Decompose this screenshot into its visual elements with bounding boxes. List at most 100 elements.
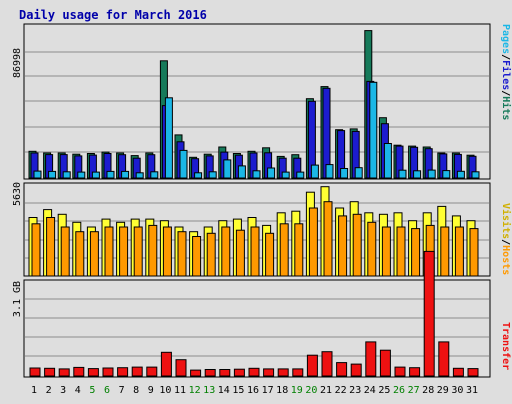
- transfer-bar-day-16: [248, 367, 260, 377]
- visits-hosts-legend: Visits/Hosts: [500, 203, 512, 275]
- hosts-bar-day-24: [367, 221, 377, 277]
- legend-hits: Hits: [500, 96, 512, 120]
- x-tick-label-day-11: 11: [174, 385, 186, 396]
- hosts-bar-day-26: [396, 226, 406, 277]
- pages-bar-day-31: [471, 171, 480, 179]
- hosts-bar-day-2: [46, 217, 56, 277]
- pages-bar-day-28: [427, 169, 436, 179]
- x-tick-label-day-27: 27: [408, 385, 420, 396]
- pages-bar-day-21: [325, 164, 334, 179]
- visits-scale-label: 5630: [12, 182, 23, 206]
- transfer-bar-day-13: [204, 369, 216, 377]
- pages-bar-day-29: [442, 170, 451, 179]
- legend-separator-1: /: [500, 54, 511, 60]
- pages-bar-day-23: [354, 167, 363, 179]
- hosts-bar-day-14: [221, 226, 231, 277]
- x-tick-label-day-13: 13: [203, 385, 215, 396]
- x-tick-label-day-16: 16: [247, 385, 259, 396]
- hosts-bar-day-7: [119, 226, 129, 277]
- legend-visits: Visits: [500, 203, 512, 239]
- transfer-bar-day-24: [365, 341, 377, 377]
- hosts-bar-day-21: [323, 201, 333, 277]
- x-axis-labels: 1 2 3 4 5 6 7 8 9 10 11 12 13 14 15 16 17 18 19 20 21 22 23 24 2…: [31, 385, 478, 396]
- pages-bar-day-9: [150, 171, 159, 179]
- transfer-bar-day-3: [58, 368, 70, 377]
- hosts-bar-day-25: [381, 226, 391, 277]
- legend-transfer: Transfer: [500, 322, 511, 370]
- pages-bar-day-7: [121, 170, 130, 179]
- x-tick-label-day-29: 29: [437, 385, 449, 396]
- pages-bar-day-14: [223, 159, 232, 179]
- transfer-scale-label: 3.1 GB: [12, 281, 23, 317]
- hosts-bar-day-17: [265, 232, 275, 277]
- hosts-bar-day-19: [294, 223, 304, 277]
- x-tick-label-day-12: 12: [189, 385, 201, 396]
- legend-separator-2: /: [500, 90, 511, 96]
- transfer-bar-day-12: [190, 369, 202, 377]
- x-tick-label-day-5: 5: [89, 385, 95, 396]
- transfer-bar-day-1: [29, 367, 41, 377]
- hosts-bar-day-3: [60, 226, 70, 277]
- hosts-bar-day-29: [440, 226, 450, 277]
- x-tick-label-day-31: 31: [466, 385, 478, 396]
- x-tick-label-day-7: 7: [119, 385, 125, 396]
- transfer-bar-day-15: [233, 368, 245, 377]
- x-tick-label-day-14: 14: [218, 385, 230, 396]
- transfer-bar-day-9: [146, 366, 158, 377]
- x-tick-label-day-6: 6: [104, 385, 110, 396]
- hosts-bar-day-13: [206, 232, 216, 277]
- transfer-panel: [23, 279, 491, 378]
- transfer-bar-day-27: [409, 367, 421, 377]
- pages-bar-day-22: [340, 168, 349, 179]
- hosts-bar-day-9: [148, 224, 158, 277]
- x-tick-label-day-22: 22: [335, 385, 347, 396]
- chart-title: Daily usage for March 2016: [19, 8, 207, 22]
- pages-bar-day-13: [208, 171, 217, 179]
- hits-scale-label: 86998: [12, 48, 23, 78]
- transfer-bar-day-10: [160, 351, 172, 377]
- pages-bar-day-25: [383, 143, 392, 179]
- x-tick-label-day-4: 4: [75, 385, 81, 396]
- x-tick-label-day-25: 25: [378, 385, 390, 396]
- hosts-bar-day-15: [235, 229, 245, 277]
- pages-bar-day-30: [456, 170, 465, 179]
- grid-lines: [25, 51, 489, 357]
- hosts-bar-day-6: [104, 226, 114, 277]
- transfer-bar-day-14: [219, 369, 231, 377]
- transfer-bar-day-30: [452, 367, 464, 377]
- pages-bar-day-20: [310, 164, 319, 179]
- hosts-bar-day-20: [308, 207, 318, 277]
- hosts-bar-day-1: [31, 223, 41, 277]
- x-tick-label-day-23: 23: [349, 385, 361, 396]
- x-tick-label-day-8: 8: [133, 385, 139, 396]
- x-tick-label-day-28: 28: [422, 385, 434, 396]
- pages-bar-day-8: [135, 172, 144, 179]
- x-tick-label-day-2: 2: [46, 385, 52, 396]
- transfer-bar-day-26: [394, 366, 406, 377]
- x-tick-label-day-3: 3: [60, 385, 66, 396]
- hosts-bar-day-22: [338, 215, 348, 277]
- transfer-bar-day-23: [350, 363, 362, 377]
- pages-bar-day-19: [296, 171, 305, 179]
- hosts-bar-day-12: [192, 236, 202, 277]
- legend-separator-3: /: [500, 239, 511, 245]
- pages-bar-day-12: [194, 172, 203, 179]
- bars: [28, 30, 480, 377]
- pages-bar-day-3: [62, 171, 71, 179]
- x-tick-label-day-20: 20: [305, 385, 317, 396]
- pages-bar-day-5: [91, 171, 100, 179]
- x-tick-label-day-24: 24: [364, 385, 376, 396]
- x-tick-label-day-9: 9: [148, 385, 154, 396]
- hosts-bar-day-8: [133, 226, 143, 277]
- x-tick-label-day-18: 18: [276, 385, 288, 396]
- pages-bar-day-27: [413, 170, 422, 179]
- x-tick-label-day-30: 30: [451, 385, 463, 396]
- pages-bar-day-24: [369, 81, 378, 179]
- hosts-bar-day-31: [469, 228, 479, 277]
- legend-files: Files: [500, 60, 512, 90]
- transfer-bar-day-25: [379, 349, 391, 377]
- transfer-bar-day-28: [423, 250, 435, 377]
- transfer-bar-day-22: [336, 362, 348, 377]
- hits-files-pages-legend: Pages/Files/Hits: [500, 24, 512, 120]
